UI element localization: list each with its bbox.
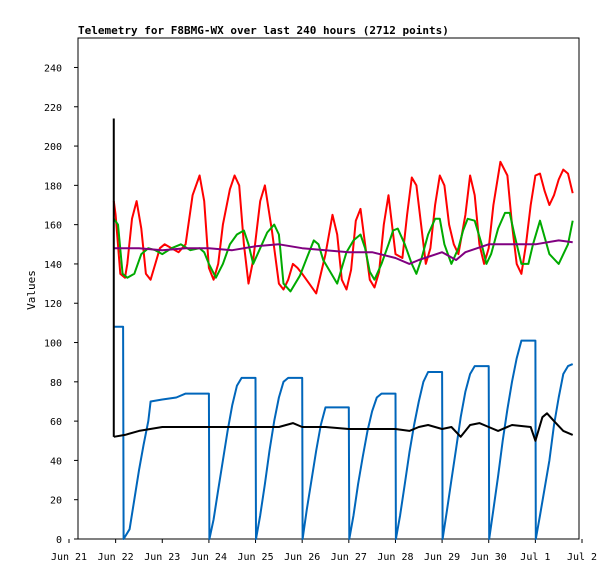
- x-tick-label: Jun 26: [284, 552, 320, 563]
- x-tick-label: Jun 21: [51, 552, 87, 563]
- y-tick-label: 60: [50, 417, 62, 428]
- y-tick-label: 200: [44, 142, 62, 153]
- x-tick-label: Jun 28: [377, 552, 413, 563]
- chart-title: Telemetry for F8BMG-WX over last 240 hou…: [78, 24, 449, 37]
- series-line-purple: [113, 239, 573, 265]
- y-tick-label: 120: [44, 299, 62, 310]
- y-tick-label: 240: [44, 63, 62, 74]
- series-line-black: [113, 412, 574, 442]
- y-tick-label: 180: [44, 181, 62, 192]
- x-tick-label: Jun 29: [424, 552, 460, 563]
- y-tick-label: 40: [50, 456, 62, 467]
- x-tick-label: Jun 30: [471, 552, 507, 563]
- y-tick-label: 220: [44, 103, 62, 114]
- x-axis: Jun 21 Jun 22 Jun 23 Jun 24 Jun 25 Jun 26 Jun …: [51, 539, 597, 563]
- x-tick-label: Jun 22: [98, 552, 134, 563]
- y-tick-label: 100: [44, 339, 62, 350]
- y-axis-label: Values: [25, 270, 38, 310]
- y-tick-label: 0: [56, 535, 62, 546]
- x-tick-label: Jul 1: [520, 552, 550, 563]
- series-line-red: [112, 160, 574, 295]
- y-tick-label: 20: [50, 496, 62, 507]
- series-layer: [112, 118, 574, 540]
- x-tick-label: Jun 25: [237, 552, 273, 563]
- y-axis: 0 20 40 60 80 100 120 140 160 180 200 220 240: [44, 63, 78, 546]
- x-tick-label: Jun 27: [331, 552, 367, 563]
- series-line-blue: [113, 325, 574, 540]
- x-tick-label: Jun 24: [191, 552, 227, 563]
- plot-area-frame: [77, 37, 580, 540]
- y-tick-label: 80: [50, 378, 62, 389]
- x-tick-label: Jun 23: [144, 552, 180, 563]
- y-tick-label: 140: [44, 260, 62, 271]
- x-tick-label: Jul 2: [567, 552, 597, 563]
- y-tick-label: 160: [44, 221, 62, 232]
